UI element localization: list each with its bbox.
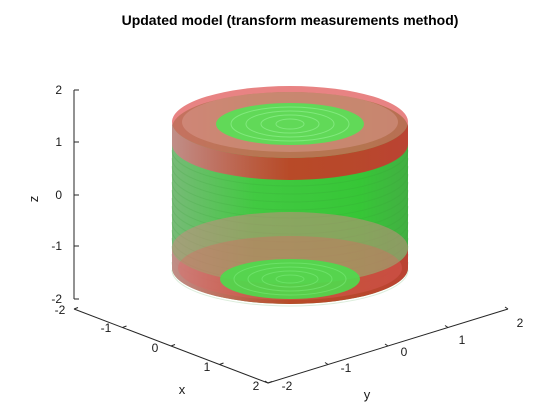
- top-ring-side: [172, 122, 408, 180]
- cylinder-band: [171, 165, 409, 203]
- x-tick-label: -1: [101, 321, 112, 335]
- x-tick-mark: [267, 381, 273, 384]
- y-tick-label: 2: [517, 316, 524, 330]
- bottom-inner-disk: [220, 259, 360, 299]
- y-tick-label: 1: [459, 333, 466, 347]
- bottom-ripple: [261, 270, 319, 288]
- x-tick-mark: [122, 325, 127, 328]
- top-inner-disk: [216, 103, 364, 145]
- x-tick-label: -2: [55, 303, 66, 317]
- y-tick-label: -1: [341, 361, 352, 375]
- cylinder-band: [171, 157, 409, 195]
- z-tick-label: 2: [55, 83, 62, 97]
- z-axis-label: z: [26, 196, 41, 203]
- y-tick-mark: [504, 306, 509, 310]
- x-tick-label: 0: [152, 341, 159, 355]
- y-axis-label: y: [364, 387, 371, 402]
- y-tick-mark: [384, 343, 389, 347]
- bottom-ripple: [233, 262, 347, 296]
- y-tick-label: -2: [282, 379, 293, 393]
- y-tick-mark: [264, 380, 269, 384]
- z-tick-label: -2: [51, 292, 62, 306]
- y-tick-mark: [324, 362, 329, 365]
- x-tick-mark: [219, 362, 224, 365]
- x-tick-mark: [170, 344, 176, 347]
- top-ripple: [230, 106, 350, 142]
- x-tick-label: 2: [253, 379, 260, 393]
- z-tick-label: 1: [55, 135, 62, 149]
- top-ripple: [260, 114, 320, 134]
- z-tick-label: 0: [55, 188, 62, 202]
- y-tick-label: 0: [401, 345, 408, 359]
- x-tick-label: 1: [204, 360, 211, 374]
- bottom-ring-side: [172, 248, 408, 304]
- bottom-ripple: [247, 266, 333, 292]
- surface-group: [171, 86, 409, 307]
- top-ripple: [245, 110, 335, 138]
- cylinder-band: [171, 149, 409, 187]
- x-tick-mark: [73, 307, 79, 310]
- bottom-ripple: [275, 274, 305, 284]
- top-ripple: [275, 118, 305, 130]
- cylinder-band: [171, 269, 409, 307]
- chart-title: Updated model (transform measurements me…: [122, 12, 459, 28]
- y-tick-mark: [444, 325, 449, 328]
- z-tick-label: -1: [51, 239, 62, 253]
- bottom-ring-top: [172, 212, 408, 284]
- cylinder-band: [171, 173, 409, 211]
- x-axis-label: x: [179, 382, 186, 397]
